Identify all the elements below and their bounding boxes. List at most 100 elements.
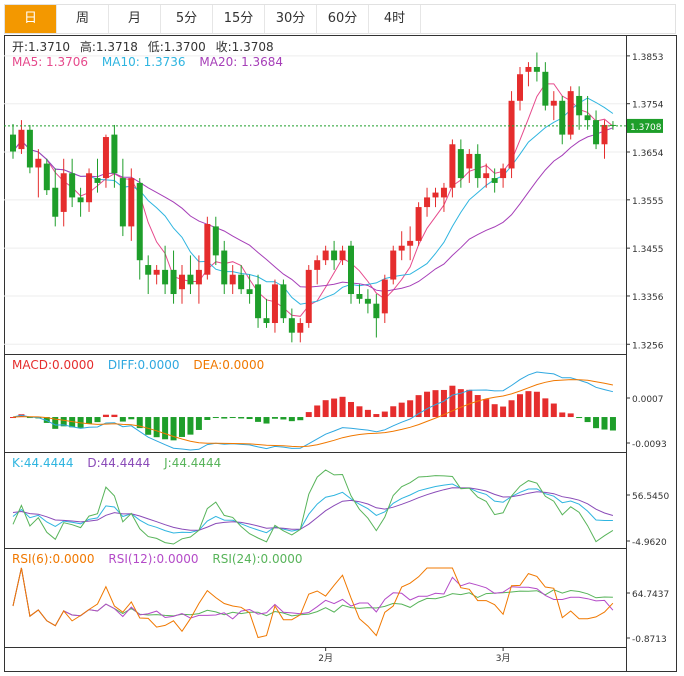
tab-5min[interactable]: 5分 [161,5,213,33]
candle [305,265,312,328]
d-line [12,487,614,531]
macd-bar [525,391,532,418]
candle-body [238,274,245,290]
rsi6-value: RSI(6):0.0000 [12,552,95,566]
price-axis: 1.3853 1.3754 1.3654 1.3555 1.3455 1.3356 1.32… [626,53,664,351]
kdj-legend: K:44.4444 D:44.4444 J:44.4444 [12,456,221,470]
tab-30min[interactable]: 30分 [265,5,317,33]
tab-week[interactable]: 周 [57,5,109,33]
candle-body [373,303,380,319]
candle [373,294,380,338]
candle [322,245,329,266]
candle-body [508,100,515,169]
macd-bar [474,395,481,418]
candle [533,52,540,82]
candle-body [576,95,583,116]
candle [584,95,591,130]
candle-body [322,250,329,261]
candle-body [474,153,481,179]
candle-body [491,178,498,183]
candle-body [221,250,228,285]
macd-bar [288,417,295,422]
candle [43,158,50,195]
candle [517,66,523,111]
candle-body [52,187,59,217]
macd-bar [348,401,354,418]
date-tick-label: 2月 [318,653,333,664]
candle [432,187,439,208]
d-value: D:44.4444 [87,456,150,470]
diff-line [12,371,614,451]
candle [297,318,304,343]
price-tick-label: 1.3654 [632,149,664,159]
candle-body [102,137,109,179]
candle-body [567,91,574,135]
j-value: J:44.4444 [163,456,221,470]
candle [77,187,84,217]
candle [331,240,338,270]
candle [576,86,583,130]
tab-15min[interactable]: 15分 [213,5,265,33]
macd-bar [483,399,490,418]
macd-bar [10,417,16,419]
candle-body [86,173,93,203]
candle [60,158,67,227]
candle [204,216,211,280]
candle-body [305,269,312,324]
candle [339,245,346,266]
ma5-value: MA5: 1.3706 [12,55,88,69]
tab-60min[interactable]: 60分 [317,5,369,33]
low-value: 低:1.3700 [148,40,206,54]
macd-bar [221,417,228,419]
date-tick-label: 3月 [496,653,511,664]
last-price-label: 1.3708 [630,123,662,133]
dea-value: DEA:0.0000 [193,358,264,372]
candle [179,265,185,304]
candle-body [525,66,532,72]
macd-bar [238,417,245,419]
tab-day[interactable]: 日 [5,5,57,33]
macd-bar [593,417,600,429]
candle [567,86,574,140]
candle [111,124,118,188]
candle [69,158,76,208]
tab-4hour[interactable]: 4时 [369,5,421,33]
rsi-tick-label: 64.7437 [632,590,669,600]
candle [212,216,219,266]
macd-bar [373,414,380,418]
macd-tick-label: 0.0007 [632,395,664,405]
candle-body [364,298,371,304]
candle-body [179,274,185,290]
macd-bar [52,417,59,429]
candle-body [348,245,354,295]
macd-bar [432,390,439,418]
candle [593,110,600,150]
macd-bar [517,394,523,418]
kdj-tick-label: -4.9620 [632,538,667,548]
candle [86,168,93,212]
tab-month[interactable]: 月 [109,5,161,33]
candlestick-series [10,52,616,343]
candle-body [584,115,591,121]
macd-bar [424,391,431,418]
macd-bar [584,417,591,423]
rsi12-line [12,567,614,627]
candle-body [170,269,177,295]
macd-bar [491,404,498,418]
candle [491,168,498,193]
kdj-tick-label: 56.5450 [632,492,669,502]
macd-bar [314,405,321,418]
grid-lines [4,55,626,345]
dea-line [12,379,613,448]
candle [559,95,566,145]
candle [187,255,194,295]
candle-body [94,178,101,183]
price-tick-label: 1.3356 [632,293,664,303]
ma10-line [12,97,614,305]
candle [119,158,126,237]
candle-body [69,173,76,198]
candle [508,91,515,179]
candle-body [483,173,490,179]
